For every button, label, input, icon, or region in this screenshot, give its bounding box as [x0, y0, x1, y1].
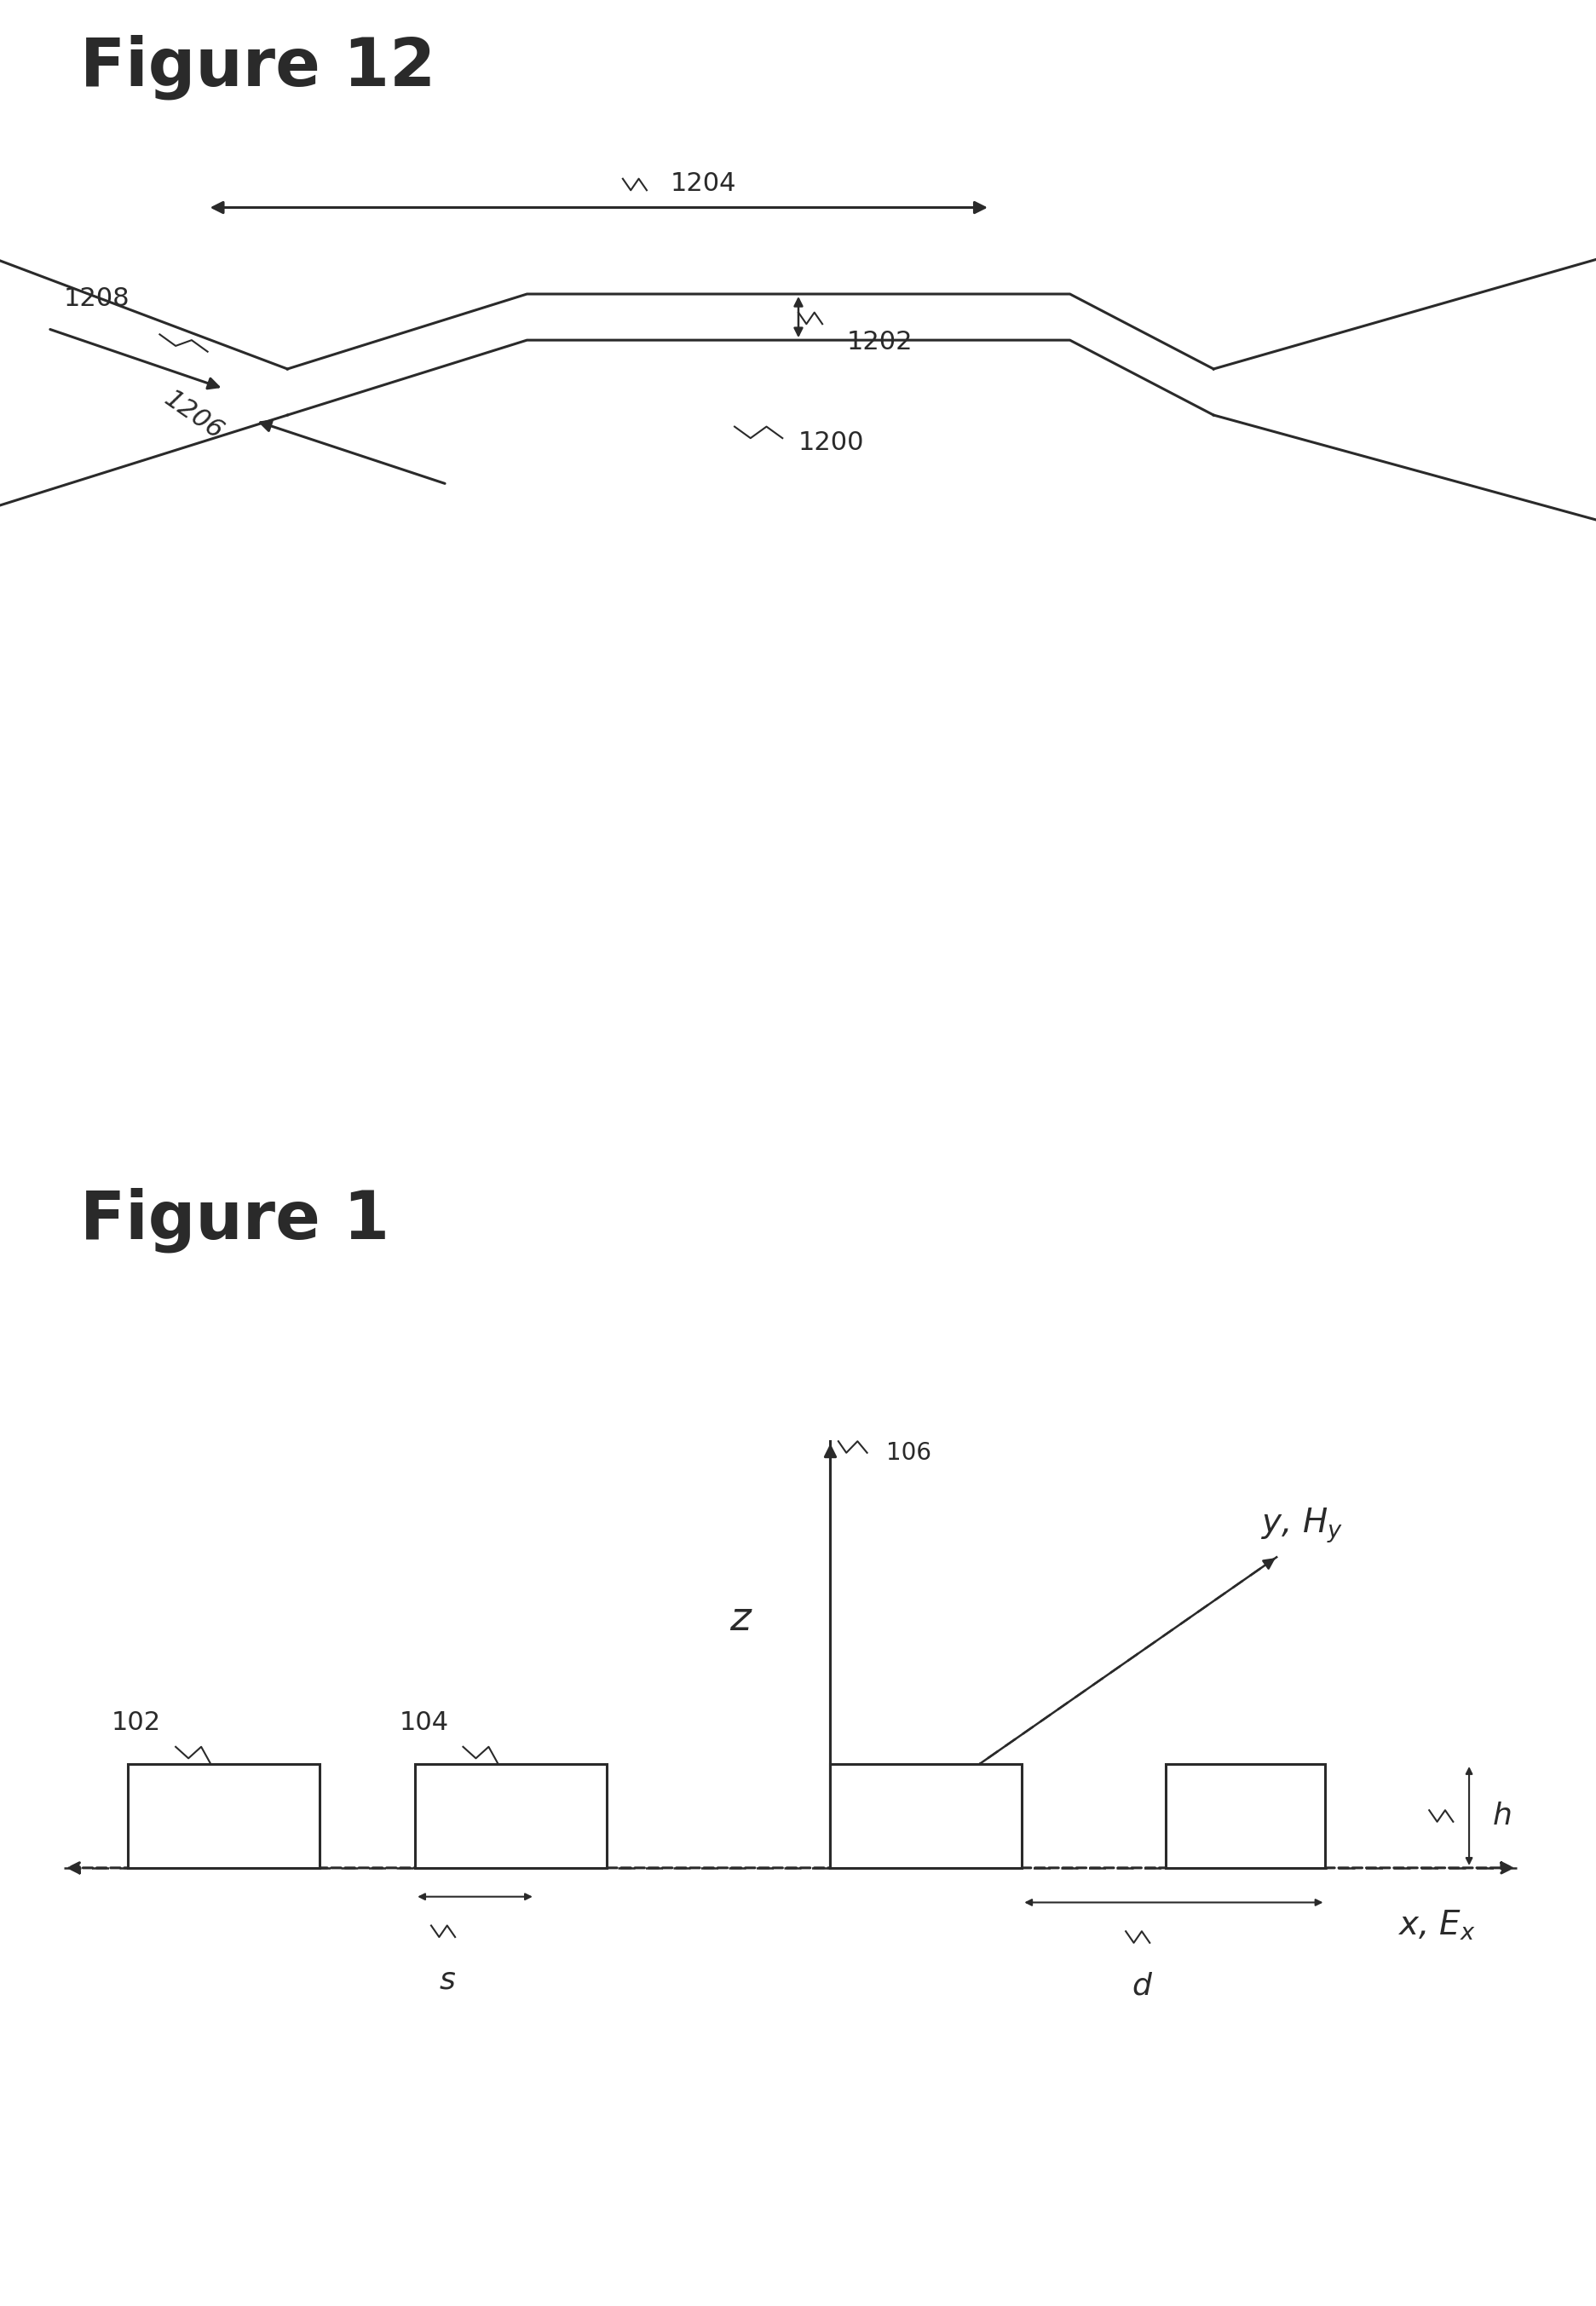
Text: h: h	[1492, 1801, 1511, 1831]
Text: 106: 106	[886, 1441, 930, 1464]
Text: 102: 102	[112, 1711, 161, 1734]
Bar	[415, 1764, 606, 1868]
Text: d: d	[1132, 1972, 1151, 2002]
Text: x, $E_x$: x, $E_x$	[1396, 1909, 1475, 1942]
Text: 1206: 1206	[160, 385, 228, 443]
Text: 104: 104	[399, 1711, 448, 1734]
Text: Figure 12: Figure 12	[80, 35, 436, 99]
Bar	[830, 1764, 1021, 1868]
Text: z: z	[729, 1600, 750, 1640]
Text: 1200: 1200	[798, 431, 863, 457]
Text: 1202: 1202	[846, 330, 911, 355]
Text: y, $H_y$: y, $H_y$	[1261, 1506, 1342, 1545]
Text: Figure 1: Figure 1	[80, 1188, 389, 1252]
Text: 1204: 1204	[670, 171, 736, 196]
Text: s: s	[439, 1965, 455, 1995]
Bar	[1165, 1764, 1325, 1868]
Bar	[128, 1764, 319, 1868]
Text: 1208: 1208	[64, 286, 129, 311]
